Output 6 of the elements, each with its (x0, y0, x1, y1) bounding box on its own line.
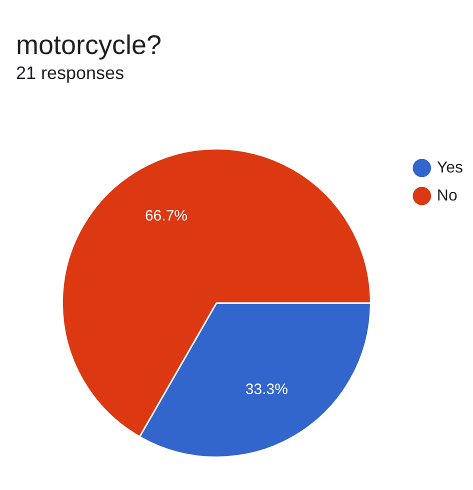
chart-subtitle: 21 responses (16, 63, 124, 84)
chart-title: motorcycle? (16, 30, 162, 61)
data-label: 33.3% (245, 380, 288, 398)
data-label: 66.7% (144, 207, 188, 224)
legend-label: No (436, 187, 458, 204)
legend-label: Yes (436, 159, 464, 176)
